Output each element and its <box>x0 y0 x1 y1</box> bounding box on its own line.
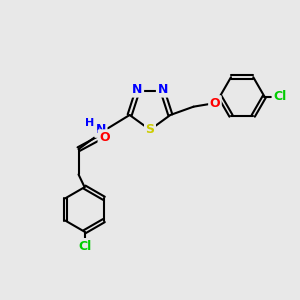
Text: O: O <box>210 97 220 110</box>
Text: H: H <box>85 118 94 128</box>
Text: N: N <box>132 83 142 96</box>
Text: N: N <box>158 83 168 96</box>
Text: Cl: Cl <box>273 90 286 103</box>
Text: Cl: Cl <box>78 239 91 253</box>
Text: O: O <box>99 131 110 144</box>
Text: S: S <box>146 123 154 136</box>
Text: N: N <box>96 123 106 136</box>
